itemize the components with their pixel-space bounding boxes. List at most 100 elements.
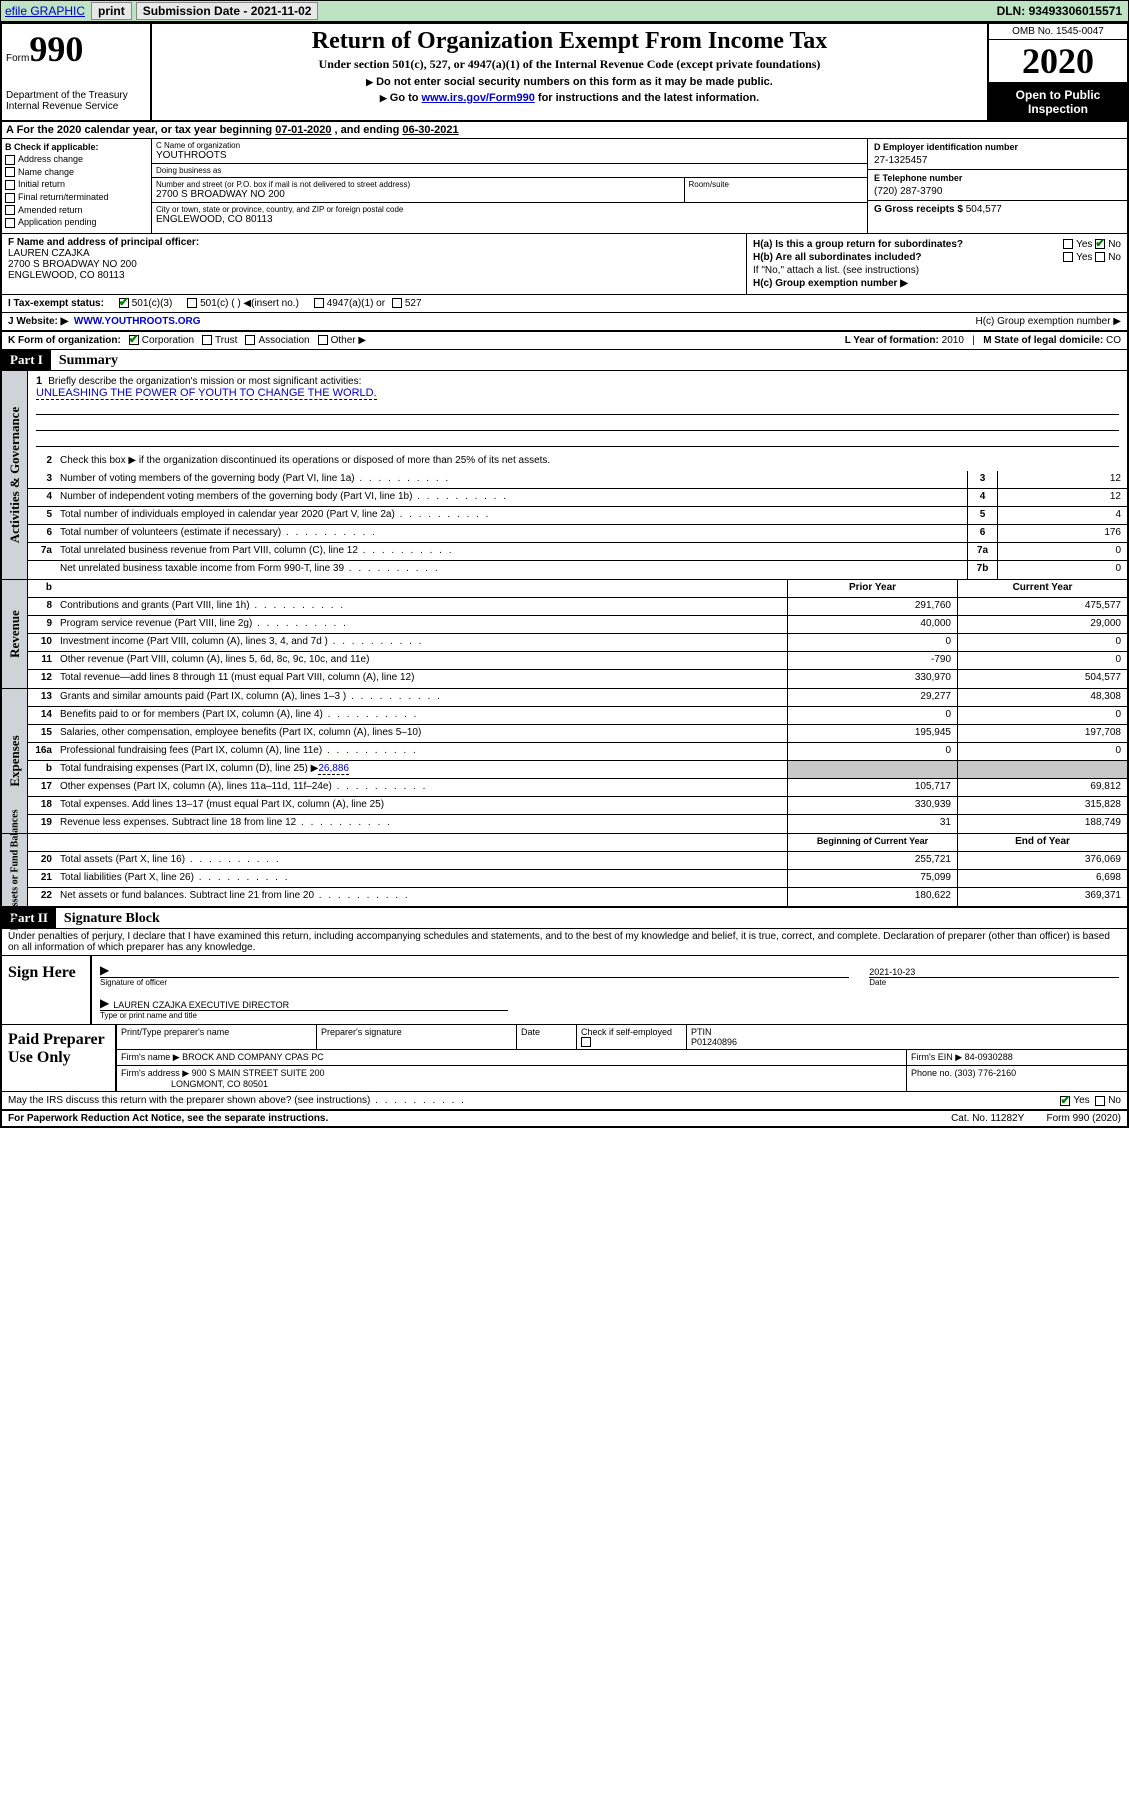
val-16a-curr: 0 [957,743,1127,760]
section-i-tax-status: I Tax-exempt status: 501(c)(3) 501(c) ( … [2,295,1127,313]
form-note-1: Do not enter social security numbers on … [162,76,977,88]
checkbox-hb-yes[interactable] [1063,252,1073,262]
val-line3: 12 [997,471,1127,488]
checkbox-amended-return[interactable] [5,205,15,215]
omb-number: OMB No. 1545-0047 [989,24,1127,40]
val-8-curr: 475,577 [957,598,1127,615]
form-subtitle: Under section 501(c), 527, or 4947(a)(1)… [162,57,977,72]
department-label: Department of the Treasury Internal Reve… [6,90,146,112]
sidebar-revenue: Revenue [7,610,23,658]
section-d-e-g: D Employer identification number 27-1325… [867,139,1127,233]
website-link[interactable]: WWW.YOUTHROOTS.ORG [74,316,201,327]
section-k-org-form: K Form of organization: Corporation Trus… [2,332,1127,350]
sign-date: 2021-10-23 [869,967,915,977]
irs-link[interactable]: www.irs.gov/Form990 [422,92,535,104]
checkbox-application-pending[interactable] [5,218,15,228]
val-17-prior: 105,717 [787,779,957,796]
org-name: YOUTHROOTS [156,150,863,161]
revenue-block: Revenue bPrior YearCurrent Year 8Contrib… [2,580,1127,689]
open-to-public-label: Open to Public Inspection [989,84,1127,120]
val-line4: 12 [997,489,1127,506]
val-11-curr: 0 [957,652,1127,669]
checkbox-ha-no[interactable] [1095,239,1105,249]
val-20-prior: 255,721 [787,852,957,869]
checkbox-501c[interactable] [187,298,197,308]
sidebar-activities-governance: Activities & Governance [7,407,23,543]
section-j-website: J Website: ▶ WWW.YOUTHROOTS.ORG H(c) Gro… [2,313,1127,332]
sidebar-net-assets: Net Assets or Fund Balances [9,809,20,930]
val-12-curr: 504,577 [957,670,1127,688]
checkbox-self-employed[interactable] [581,1037,591,1047]
val-12-prior: 330,970 [787,670,957,688]
val-21-curr: 6,698 [957,870,1127,887]
val-14-prior: 0 [787,707,957,724]
firm-addr1: 900 S MAIN STREET SUITE 200 [192,1068,325,1078]
form-title: Return of Organization Exempt From Incom… [162,28,977,55]
arrow-icon [100,996,113,1010]
form-footer: For Paperwork Reduction Act Notice, see … [2,1111,1127,1126]
activities-governance-block: Activities & Governance 1 Briefly descri… [2,371,1127,580]
checkbox-association[interactable] [245,335,255,345]
ein-value: 27-1325457 [874,155,1121,166]
shaded-cell [787,761,957,778]
val-21-prior: 75,099 [787,870,957,887]
checkbox-initial-return[interactable] [5,180,15,190]
val-13-curr: 48,308 [957,689,1127,706]
checkbox-527[interactable] [392,298,402,308]
val-20-curr: 376,069 [957,852,1127,869]
checkbox-other-org[interactable] [318,335,328,345]
checkbox-corporation[interactable] [129,335,139,345]
val-16a-prior: 0 [787,743,957,760]
checkbox-ha-yes[interactable] [1063,239,1073,249]
val-line7a: 0 [997,543,1127,560]
firm-name: BROCK AND COMPANY CPAS PC [182,1052,324,1062]
city-state-zip: ENGLEWOOD, CO 80113 [156,214,863,225]
sign-here-block: Sign Here Signature of officer 2021-10-2… [2,956,1127,1025]
val-15-curr: 197,708 [957,725,1127,742]
section-a-taxyear: A For the 2020 calendar year, or tax yea… [2,122,1127,139]
expenses-block: Expenses 13Grants and similar amounts pa… [2,689,1127,834]
checkbox-501c3[interactable] [119,298,129,308]
checkbox-trust[interactable] [202,335,212,345]
block-f-h: F Name and address of principal officer:… [2,234,1127,295]
checkbox-discuss-no[interactable] [1095,1096,1105,1106]
perjury-declaration: Under penalties of perjury, I declare th… [2,929,1127,956]
form-body: Form990 Department of the Treasury Inter… [0,22,1129,1128]
checkbox-final-return[interactable] [5,193,15,203]
paid-preparer-block: Paid Preparer Use Only Print/Type prepar… [2,1025,1127,1093]
print-button[interactable]: print [91,2,132,20]
form-number: Form990 [6,28,146,70]
checkbox-address-change[interactable] [5,155,15,165]
arrow-icon [100,963,113,977]
firm-ein: 84-0930288 [965,1052,1013,1062]
form-note-2: Go to www.irs.gov/Form990 for instructio… [162,92,977,104]
val-9-prior: 40,000 [787,616,957,633]
val-22-curr: 369,371 [957,888,1127,906]
efile-link[interactable]: efile GRAPHIC [1,4,89,18]
val-line7b: 0 [997,561,1127,579]
street-address: 2700 S BROADWAY NO 200 [156,189,680,200]
checkbox-name-change[interactable] [5,167,15,177]
mission-text: UNLEASHING THE POWER OF YOUTH TO CHANGE … [36,387,377,400]
checkbox-4947[interactable] [314,298,324,308]
val-11-prior: -790 [787,652,957,669]
officer-addr2: ENGLEWOOD, CO 80113 [8,270,740,281]
top-toolbar: efile GRAPHIC print Submission Date - 20… [0,0,1129,22]
part-i-header: Part ISummary [2,350,1127,371]
submission-button[interactable]: Submission Date - 2021-11-02 [136,2,319,20]
checkbox-hb-no[interactable] [1095,252,1105,262]
val-line6: 176 [997,525,1127,542]
val-19-curr: 188,749 [957,815,1127,833]
val-10-prior: 0 [787,634,957,651]
val-14-curr: 0 [957,707,1127,724]
section-c-name-address: C Name of organization YOUTHROOTS Doing … [152,139,867,233]
phone-value: (720) 287-3790 [874,186,1121,197]
val-15-prior: 195,945 [787,725,957,742]
line-1-mission: 1 Briefly describe the organization's mi… [28,371,1127,453]
val-18-curr: 315,828 [957,797,1127,814]
form-header: Form990 Department of the Treasury Inter… [2,24,1127,122]
officer-addr1: 2700 S BROADWAY NO 200 [8,259,740,270]
officer-name-title: LAUREN CZAJKA EXECUTIVE DIRECTOR [113,1000,289,1010]
checkbox-discuss-yes[interactable] [1060,1096,1070,1106]
section-b-checkboxes: B Check if applicable: Address change Na… [2,139,152,233]
